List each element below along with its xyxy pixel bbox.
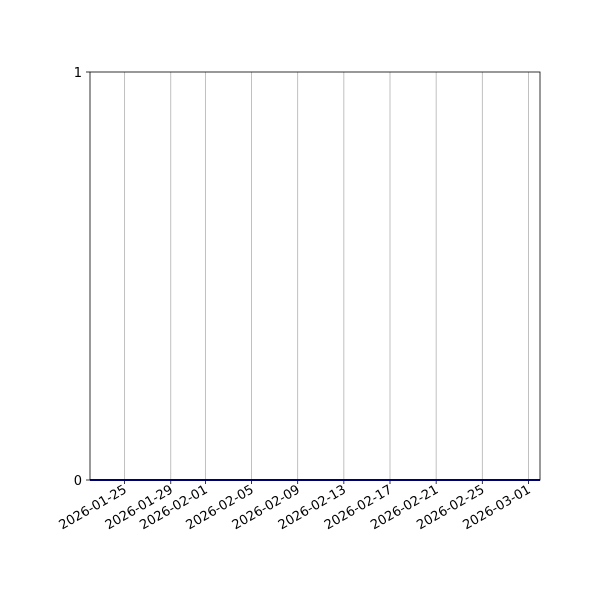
- plot-frame: [89, 71, 541, 481]
- y-tick-label: 1: [74, 66, 82, 81]
- y-tick-label: 0: [74, 474, 82, 489]
